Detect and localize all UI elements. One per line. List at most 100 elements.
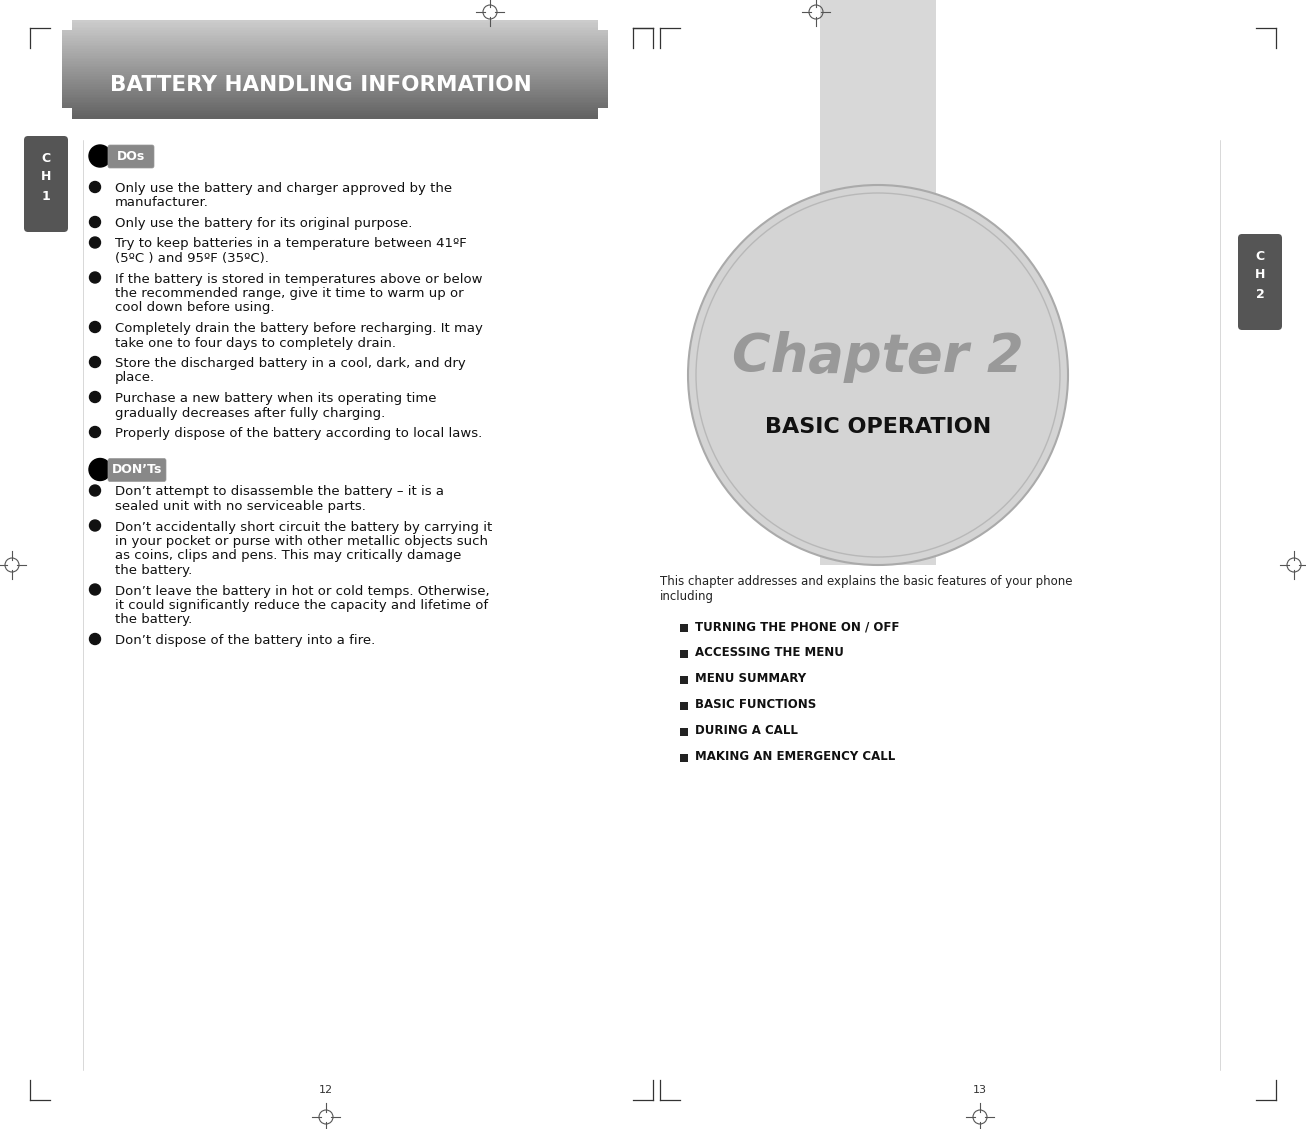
- Bar: [61, 62, 609, 65]
- Text: MAKING AN EMERGENCY CALL: MAKING AN EMERGENCY CALL: [695, 750, 895, 763]
- Bar: [61, 32, 609, 34]
- Bar: [61, 28, 609, 30]
- Bar: [61, 77, 609, 80]
- Bar: [61, 84, 609, 86]
- Text: 13: 13: [973, 1085, 987, 1095]
- Text: Try to keep batteries in a temperature between 41ºF: Try to keep batteries in a temperature b…: [115, 237, 466, 251]
- Text: Completely drain the battery before recharging. It may: Completely drain the battery before rech…: [115, 322, 483, 335]
- Text: Don’t attempt to disassemble the battery – it is a: Don’t attempt to disassemble the battery…: [115, 485, 444, 499]
- Text: the battery.: the battery.: [115, 613, 192, 627]
- Bar: [61, 61, 609, 63]
- Text: DON’Ts: DON’Ts: [112, 463, 162, 476]
- Text: it could significantly reduce the capacity and lifetime of: it could significantly reduce the capaci…: [115, 599, 488, 612]
- Text: Don’t dispose of the battery into a fire.: Don’t dispose of the battery into a fire…: [115, 634, 375, 647]
- Text: MENU SUMMARY: MENU SUMMARY: [695, 672, 806, 685]
- Bar: [61, 69, 609, 71]
- Bar: [61, 24, 609, 26]
- Bar: [820, 0, 936, 564]
- Circle shape: [90, 357, 101, 368]
- Text: DURING A CALL: DURING A CALL: [695, 724, 798, 737]
- Bar: [61, 94, 609, 96]
- Text: in your pocket or purse with other metallic objects such: in your pocket or purse with other metal…: [115, 535, 488, 548]
- Text: BASIC OPERATION: BASIC OPERATION: [765, 417, 991, 437]
- Bar: [680, 624, 688, 632]
- Bar: [61, 113, 609, 116]
- Circle shape: [90, 392, 101, 403]
- Bar: [61, 29, 609, 33]
- Text: Don’t leave the battery in hot or cold temps. Otherwise,: Don’t leave the battery in hot or cold t…: [115, 585, 490, 597]
- Circle shape: [90, 485, 101, 496]
- Text: 12: 12: [319, 1085, 333, 1095]
- Bar: [61, 95, 609, 98]
- Circle shape: [90, 322, 101, 333]
- Bar: [680, 728, 688, 736]
- Text: as coins, clips and pens. This may critically damage: as coins, clips and pens. This may criti…: [115, 550, 461, 562]
- Text: C: C: [1255, 250, 1264, 263]
- Bar: [61, 105, 609, 107]
- Bar: [52, 10, 72, 30]
- Circle shape: [89, 145, 111, 167]
- Bar: [61, 86, 609, 88]
- Bar: [61, 35, 609, 37]
- Bar: [680, 676, 688, 684]
- Bar: [61, 54, 609, 56]
- Circle shape: [90, 520, 101, 531]
- Text: DOs: DOs: [116, 149, 145, 163]
- Bar: [52, 108, 72, 128]
- Text: take one to four days to completely drain.: take one to four days to completely drai…: [115, 336, 396, 350]
- Text: gradually decreases after fully charging.: gradually decreases after fully charging…: [115, 406, 385, 420]
- Bar: [61, 87, 609, 89]
- Bar: [598, 10, 618, 30]
- Circle shape: [90, 237, 101, 248]
- Text: Chapter 2: Chapter 2: [733, 331, 1024, 383]
- Text: H: H: [40, 170, 51, 183]
- Bar: [61, 50, 609, 52]
- Text: Purchase a new battery when its operating time: Purchase a new battery when its operatin…: [115, 392, 436, 405]
- Text: This chapter addresses and explains the basic features of your phone
including: This chapter addresses and explains the …: [660, 575, 1072, 603]
- Bar: [61, 76, 609, 78]
- Bar: [61, 44, 609, 47]
- Bar: [61, 33, 609, 36]
- Text: BASIC FUNCTIONS: BASIC FUNCTIONS: [695, 698, 816, 711]
- Bar: [61, 21, 609, 24]
- Bar: [61, 73, 609, 77]
- Text: BATTERY HANDLING INFORMATION: BATTERY HANDLING INFORMATION: [110, 75, 532, 95]
- Circle shape: [966, 1076, 994, 1104]
- Bar: [61, 100, 609, 103]
- Circle shape: [90, 272, 101, 283]
- Text: sealed unit with no serviceable parts.: sealed unit with no serviceable parts.: [115, 500, 366, 513]
- Bar: [61, 36, 609, 40]
- Bar: [61, 106, 609, 110]
- Text: Store the discharged battery in a cool, dark, and dry: Store the discharged battery in a cool, …: [115, 357, 466, 370]
- Bar: [61, 80, 609, 84]
- Bar: [61, 43, 609, 45]
- Text: ACCESSING THE MENU: ACCESSING THE MENU: [695, 646, 844, 659]
- Bar: [61, 91, 609, 95]
- Bar: [61, 58, 609, 60]
- Circle shape: [90, 584, 101, 595]
- Bar: [61, 72, 609, 75]
- Text: cool down before using.: cool down before using.: [115, 301, 274, 315]
- Text: H: H: [1255, 268, 1266, 281]
- Circle shape: [89, 458, 111, 481]
- Text: TURNING THE PHONE ON / OFF: TURNING THE PHONE ON / OFF: [695, 620, 900, 633]
- Text: 1: 1: [42, 190, 51, 203]
- Bar: [61, 108, 609, 111]
- Bar: [61, 47, 609, 51]
- Bar: [61, 97, 609, 99]
- Bar: [680, 650, 688, 658]
- Circle shape: [90, 427, 101, 438]
- Bar: [61, 110, 609, 113]
- FancyBboxPatch shape: [108, 145, 154, 168]
- Bar: [61, 102, 609, 104]
- Bar: [61, 25, 609, 27]
- Bar: [61, 56, 609, 59]
- Bar: [61, 115, 609, 117]
- Bar: [598, 108, 618, 128]
- Circle shape: [688, 185, 1068, 564]
- Text: place.: place.: [115, 371, 155, 385]
- Text: 2: 2: [1255, 288, 1264, 301]
- FancyBboxPatch shape: [108, 458, 166, 481]
- Bar: [61, 98, 609, 100]
- Bar: [61, 79, 609, 81]
